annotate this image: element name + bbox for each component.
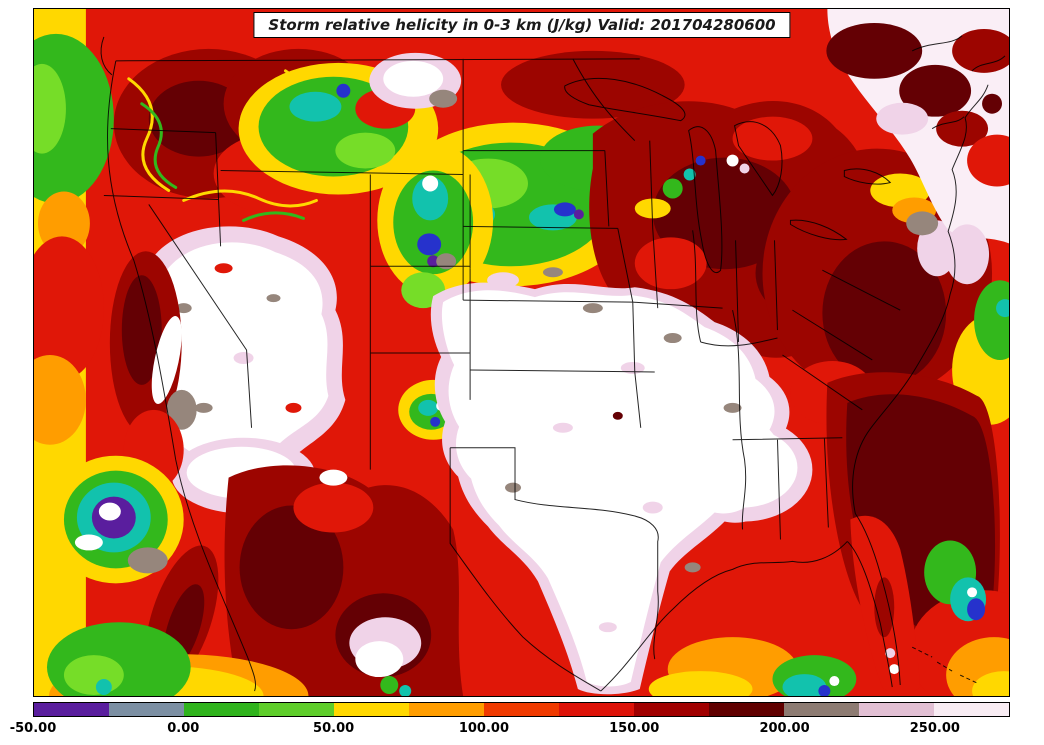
colorbar-segment (859, 703, 934, 716)
colorbar-segment (184, 703, 259, 716)
colorbar-tick-label: 50.00 (313, 721, 355, 736)
colorbar-segment (34, 703, 109, 716)
colorbar-segment (109, 703, 184, 716)
state-boundaries (100, 35, 1006, 692)
colorbar-labels: -50.00 0.00 50.00 100.00 150.00 200.00 250.00 (10, 721, 1010, 741)
colorbar-segment (934, 703, 1009, 716)
colorbar-segment (334, 703, 409, 716)
colorbar-segment (709, 703, 784, 716)
colorbar-tick-label: 250.00 (909, 721, 960, 736)
colorbar-segment (784, 703, 859, 716)
colorbar-tick-label: 100.00 (458, 721, 510, 736)
colorbar (33, 702, 1010, 717)
map-frame (33, 8, 1010, 697)
colorbar-tick-label: 0.00 (167, 721, 200, 736)
colorbar-segment (409, 703, 484, 716)
colorbar-tick-label: -50.00 (9, 721, 57, 736)
helicity-map (34, 9, 1009, 696)
colorbar-tick-label: 200.00 (759, 721, 810, 736)
colorbar-segment (559, 703, 634, 716)
colorbar-tick-label: 150.00 (609, 721, 660, 736)
colorbar-segment (259, 703, 334, 716)
colorbar-segment (634, 703, 709, 716)
colorbar-segment (484, 703, 559, 716)
map-title: Storm relative helicity in 0-3 km (J/kg)… (253, 12, 791, 38)
